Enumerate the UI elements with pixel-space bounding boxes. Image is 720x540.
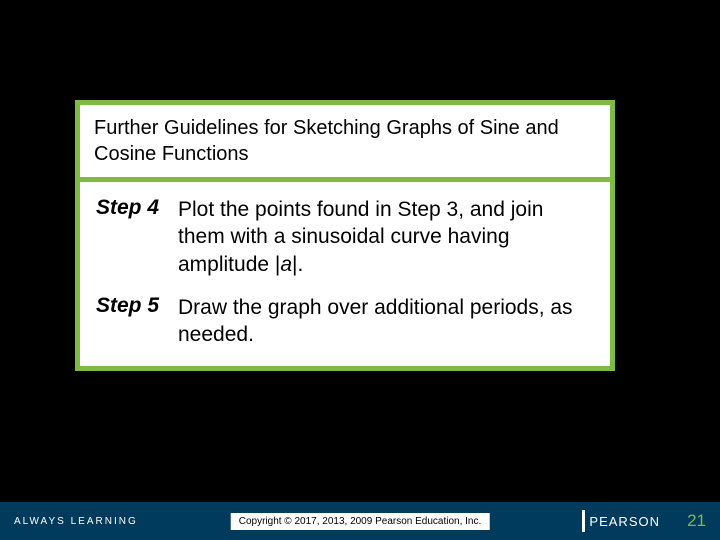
pearson-brand: PEARSON [589, 514, 660, 529]
step-label: Step 4 [96, 196, 178, 220]
copyright-text: Copyright © 2017, 2013, 2009 Pearson Edu… [231, 513, 490, 530]
step-text: Plot the points found in Step 3, and joi… [178, 196, 594, 278]
pearson-logo: PEARSON [582, 510, 660, 532]
title-box: Further Guidelines for Sketching Graphs … [80, 105, 610, 177]
step-label: Step 5 [96, 294, 178, 318]
step-text: Draw the graph over additional periods, … [178, 294, 594, 349]
content-box: Further Guidelines for Sketching Graphs … [75, 100, 615, 371]
footer-tagline: ALWAYS LEARNING [14, 516, 138, 527]
body-box: Step 4 Plot the points found in Step 3, … [80, 182, 610, 366]
page-number: 21 [687, 511, 706, 531]
step-row: Step 5 Draw the graph over additional pe… [96, 294, 594, 349]
step-row: Step 4 Plot the points found in Step 3, … [96, 196, 594, 278]
footer-bar: ALWAYS LEARNING Copyright © 2017, 2013, … [0, 502, 720, 540]
slide-title: Further Guidelines for Sketching Graphs … [94, 115, 596, 167]
pearson-bar-icon [582, 510, 585, 532]
